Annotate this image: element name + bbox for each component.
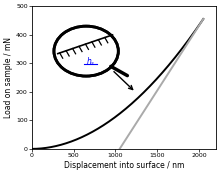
Circle shape [54, 26, 118, 76]
Text: $h_s$: $h_s$ [86, 56, 95, 68]
Y-axis label: Load on sample / mN: Load on sample / mN [4, 37, 13, 118]
X-axis label: Displacement into surface / nm: Displacement into surface / nm [64, 161, 184, 170]
